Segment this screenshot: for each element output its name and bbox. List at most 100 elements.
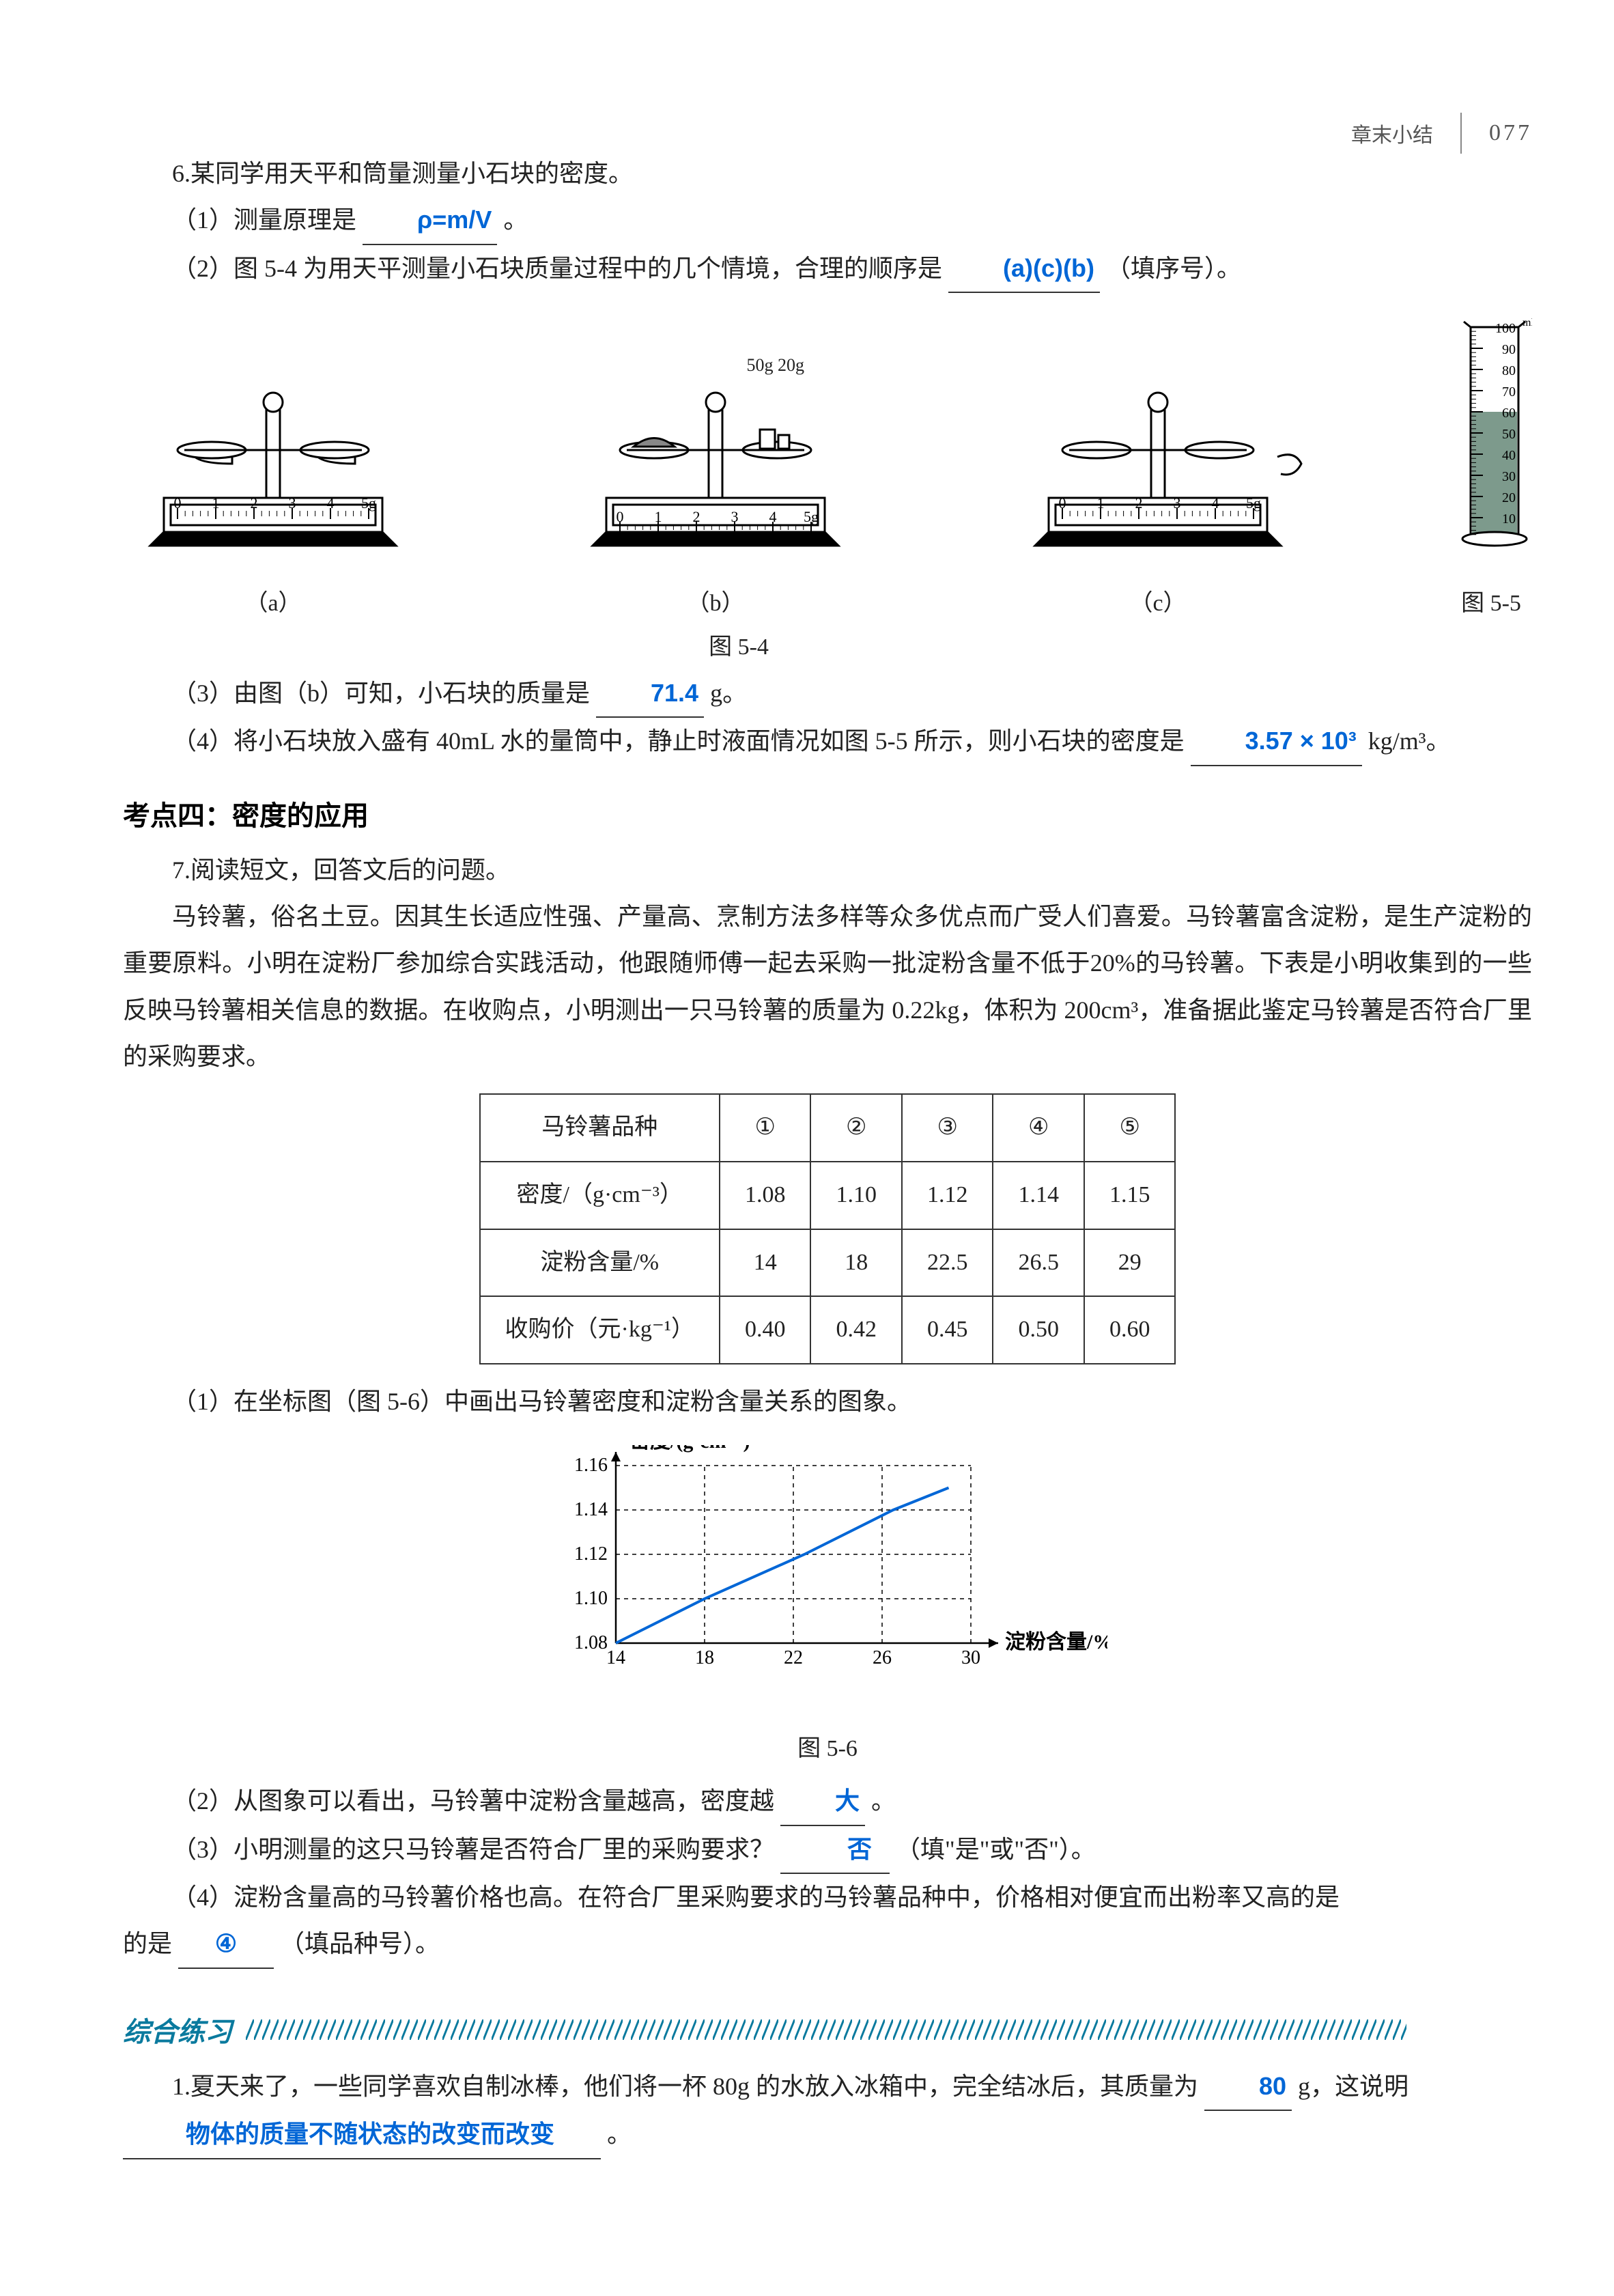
label-b: （b） [565,582,866,626]
svg-text:3: 3 [289,494,296,512]
balance-b-svg: 0 1 2 3 4 5g [565,382,866,559]
svg-text:5g: 5g [361,494,376,512]
label-c: （c） [1008,582,1308,626]
q6-part3: （3）由图（b）可知，小石块的质量是 71.4 g。 [123,670,1532,718]
svg-text:26: 26 [873,1647,892,1668]
c1-line: 1.夏天来了，一些同学喜欢自制冰棒，他们将一杯 80g 的水放入冰箱中，完全结冰… [123,2063,1532,2159]
graduated-cylinder-svg: 100908070605040302010mL [1450,313,1532,559]
c1-ans1: 80 [1259,2072,1286,2100]
fig-5-6-label: 图 5-6 [123,1727,1532,1772]
c1-text-c: 。 [607,2120,632,2148]
chart-5-6: 14182226301.081.101.121.141.16密度/(g·cm⁻³… [123,1445,1532,1771]
q7-data-table: 马铃薯品种①②③④⑤密度/（g·cm⁻³）1.081.101.121.141.1… [479,1093,1176,1364]
svg-text:100: 100 [1495,321,1516,336]
q7-p4-tail: （填品种号）。 [280,1930,440,1957]
svg-text:1: 1 [1097,494,1105,512]
svg-text:1.08: 1.08 [574,1632,608,1653]
figure-5-4-row: 0 1 2 3 4 5g （a） 50g 20g [123,313,1532,626]
svg-text:3: 3 [731,508,739,525]
svg-text:3: 3 [1174,494,1181,512]
svg-text:1.10: 1.10 [574,1588,608,1609]
svg-text:0: 0 [1059,494,1066,512]
hatch-decoration [246,2019,1406,2040]
q7-ans2: 大 [835,1787,860,1815]
svg-text:4: 4 [327,494,335,512]
balance-c: 0 1 2 3 4 5g （c） [1008,368,1308,626]
svg-text:1: 1 [655,508,662,525]
balance-c-svg: 0 1 2 3 4 5g [1008,368,1308,559]
q7-p3-text: （3）小明测量的这只马铃薯是否符合厂里的采购要求？ [172,1836,774,1863]
c1-text-b: g，这说明 [1298,2073,1408,2100]
svg-text:淀粉含量/%: 淀粉含量/% [1005,1630,1107,1653]
chapter-label: 章末小结 [1351,118,1433,148]
composite-title: 综合练习 [123,2010,232,2049]
svg-text:40: 40 [1502,448,1516,463]
page: 章末小结 077 6.某同学用天平和筒量测量小石块的密度。 （1）测量原理是 ρ… [0,0,1614,2296]
svg-text:1.12: 1.12 [574,1543,608,1565]
q6-part1: （1）测量原理是 ρ=m/V 。 [123,197,1532,244]
q7-passage: 马铃薯，俗名土豆。因其生长适应性强、产量高、烹制方法多样等众多优点而广受人们喜爱… [123,893,1532,1080]
q7-p4-text: （4）淀粉含量高的马铃薯价格也高。在符合厂里采购要求的马铃薯品种中，价格相对便宜… [123,1874,1340,1920]
svg-text:密度/(g·cm⁻³): 密度/(g·cm⁻³) [629,1445,750,1453]
fig-5-4-label: 图 5-4 [123,626,1355,670]
q7-ans4: ④ [215,1930,237,1957]
svg-text:60: 60 [1502,406,1516,421]
svg-text:5g: 5g [804,508,819,525]
question-7: 7.阅读短文，回答文后的问题。 马铃薯，俗名土豆。因其生长适应性强、产量高、烹制… [123,847,1532,1969]
svg-text:30: 30 [961,1647,980,1668]
svg-text:2: 2 [251,494,258,512]
svg-text:10: 10 [1502,512,1516,527]
cylinder: 100908070605040302010mL 图 5-5 [1450,313,1532,626]
q7-p2-text: （2）从图象可以看出，马铃薯中淀粉含量越高，密度越 [172,1787,774,1815]
question-6: 6.某同学用天平和筒量测量小石块的密度。 （1）测量原理是 ρ=m/V 。 （2… [123,150,1532,766]
fig-5-5-label: 图 5-5 [1450,582,1532,626]
balance-a-svg: 0 1 2 3 4 5g [123,368,423,559]
svg-text:1: 1 [212,494,220,512]
q7-part2: （2）从图象可以看出，马铃薯中淀粉含量越高，密度越 大 。 [123,1778,1532,1825]
svg-text:mL: mL [1523,317,1532,328]
q6-ans2: (a)(c)(b) [1003,254,1094,282]
composite-section-header: 综合练习 [123,2010,1532,2049]
q6-stem: 6.某同学用天平和筒量测量小石块的密度。 [123,150,1532,197]
q6-p2-tail: （填序号）。 [1106,255,1241,282]
svg-text:20: 20 [1502,490,1516,505]
c1-text-a: 1.夏天来了，一些同学喜欢自制冰棒，他们将一杯 80g 的水放入冰箱中，完全结冰… [172,2073,1198,2100]
q7-p3-tail: （填"是"或"否"）。 [896,1836,1096,1863]
svg-text:30: 30 [1502,469,1516,484]
svg-text:90: 90 [1502,342,1516,357]
q6-p4-text: （4）将小石块放入盛有 40mL 水的量筒中，静止时液面情况如图 5-5 所示，… [172,727,1185,755]
q6-p2-text: （2）图 5-4 为用天平测量小石块质量过程中的几个情境，合理的顺序是 [172,255,942,282]
page-header: 章末小结 077 [1351,113,1532,154]
q7-part3: （3）小明测量的这只马铃薯是否符合厂里的采购要求？ 否 （填"是"或"否"）。 [123,1826,1532,1874]
balance-a: 0 1 2 3 4 5g （a） [123,368,423,626]
svg-text:0: 0 [174,494,182,512]
svg-text:4: 4 [1212,494,1219,512]
q6-part4: （4）将小石块放入盛有 40mL 水的量筒中，静止时液面情况如图 5-5 所示，… [123,718,1532,766]
svg-text:70: 70 [1502,384,1516,400]
svg-text:2: 2 [1135,494,1143,512]
q6-p3-text: （3）由图（b）可知，小石块的质量是 [172,680,590,707]
svg-text:0: 0 [617,508,624,525]
composite-q1: 1.夏天来了，一些同学喜欢自制冰棒，他们将一杯 80g 的水放入冰箱中，完全结冰… [123,2063,1532,2159]
q7-part4: （4）淀粉含量高的马铃薯价格也高。在符合厂里采购要求的马铃薯品种中，价格相对便宜… [123,1874,1532,1969]
section-kd4-title: 考点四：密度的应用 [123,794,1532,833]
q6-ans4: 3.57 × 10³ [1245,727,1357,755]
svg-text:5g: 5g [1246,494,1261,512]
weights-label: 50g 20g [565,348,866,382]
svg-text:4: 4 [769,508,777,525]
svg-text:80: 80 [1502,363,1516,378]
q6-part2: （2）图 5-4 为用天平测量小石块质量过程中的几个情境，合理的顺序是 (a)(… [123,245,1532,293]
svg-text:2: 2 [693,508,700,525]
q7-p2-tail: 。 [871,1787,896,1815]
q6-ans1: ρ=m/V [417,206,492,234]
q6-p3-tail: g。 [710,680,747,707]
q7-part1: （1）在坐标图（图 5-6）中画出马铃薯密度和淀粉含量关系的图象。 [123,1378,1532,1425]
q6-ans3: 71.4 [651,679,698,707]
label-a: （a） [123,582,423,626]
q6-p1-tail: 。 [503,206,528,234]
q6-p1-text: （1）测量原理是 [172,206,356,234]
svg-text:1.16: 1.16 [574,1455,608,1476]
page-number: 077 [1489,120,1532,146]
q7-stem: 7.阅读短文，回答文后的问题。 [123,847,1532,893]
svg-text:18: 18 [695,1647,714,1668]
